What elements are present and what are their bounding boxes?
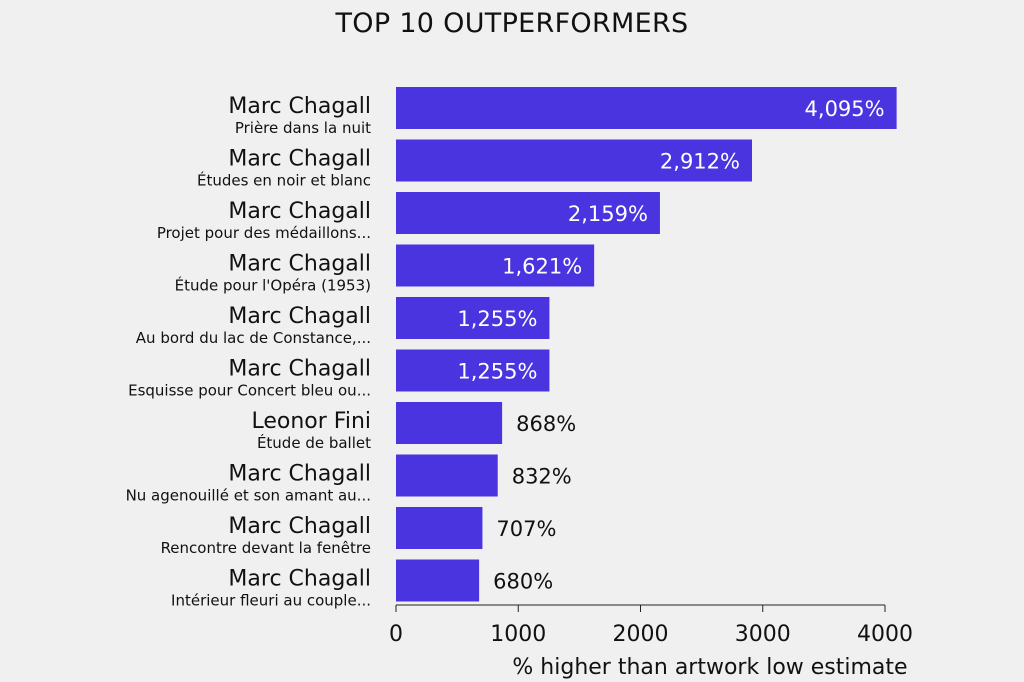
data-label: 868% [516,412,576,436]
x-tick-label: 2000 [613,622,669,647]
artwork-label: Au bord du lac de Constance,... [136,329,371,347]
artist-label: Leonor Fini [251,409,371,434]
bar [396,244,595,287]
artwork-label: Projet pour des médaillons... [157,224,371,242]
x-axis-label: % higher than artwork low estimate [512,655,907,680]
artist-label: Marc Chagall [228,147,371,172]
bar [396,402,503,444]
bar [396,507,483,549]
artist-label: Marc Chagall [228,94,371,119]
artist-label: Marc Chagall [228,199,371,224]
artwork-label: Étude pour l'Opéra (1953) [175,276,371,295]
artist-label: Marc Chagall [228,567,371,592]
data-label: 1,255% [457,360,537,384]
artist-label: Marc Chagall [228,514,371,539]
artist-label: Marc Chagall [228,357,371,382]
artwork-label: Intérieur fleuri au couple... [171,592,371,610]
artist-label: Marc Chagall [228,252,371,277]
data-label: 4,095% [805,97,885,121]
bar [396,297,550,339]
data-label: 2,912% [660,150,740,174]
x-tick-label: 0 [389,622,403,647]
artwork-label: Prière dans la nuit [235,119,371,137]
chart-title: TOP 10 OUTPERFORMERS [335,8,689,39]
bar [396,192,660,234]
data-label: 680% [493,570,553,594]
data-label: 707% [496,517,556,541]
bar [396,559,480,602]
bar [396,139,752,182]
artwork-label: Étude de ballet [257,433,371,452]
data-label: 832% [512,465,572,489]
data-label: 1,621% [502,255,582,279]
x-tick-label: 3000 [735,622,791,647]
artist-label: Marc Chagall [228,304,371,329]
bar [396,87,897,129]
x-tick-label: 1000 [490,622,546,647]
artwork-label: Rencontre devant la fenêtre [161,539,371,557]
artwork-label: Études en noir et blanc [197,171,371,190]
artist-label: Marc Chagall [228,462,371,487]
bar [396,454,498,497]
data-label: 1,255% [457,307,537,331]
x-tick-label: 4000 [857,622,913,647]
artwork-label: Esquisse pour Concert bleu ou... [128,382,371,400]
data-label: 2,159% [568,202,648,226]
artwork-label: Nu agenouillé et son amant au... [126,487,371,505]
bar [396,349,550,392]
